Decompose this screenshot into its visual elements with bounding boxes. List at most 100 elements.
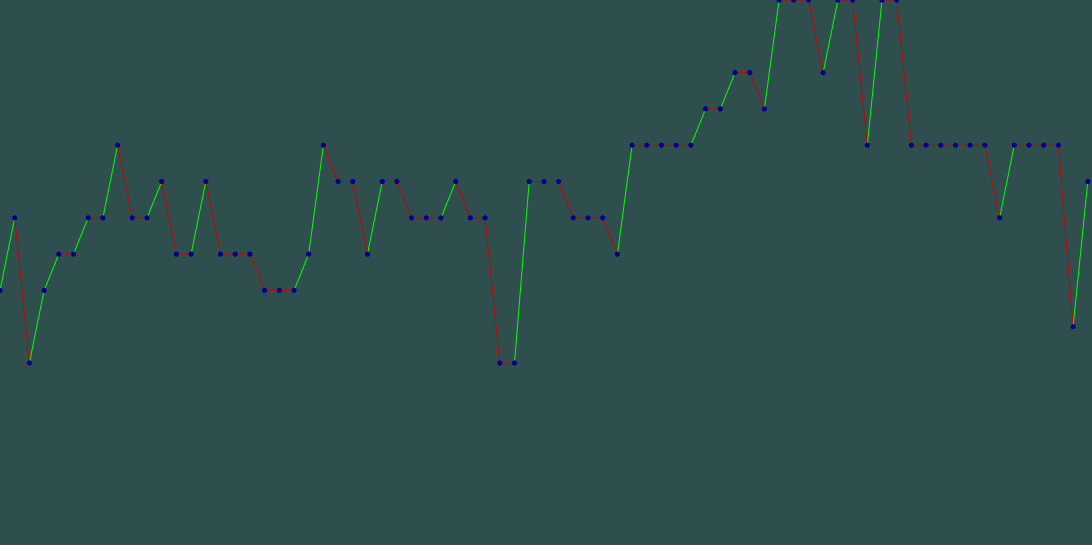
data-point [732,70,738,76]
segments-layer [0,0,1089,364]
line-segment [1072,181,1089,327]
data-point [997,215,1003,221]
data-point [144,215,150,221]
line-segment [161,181,177,255]
data-point [188,251,194,257]
line-segment [719,72,736,110]
data-point [923,142,929,148]
data-point [688,142,694,148]
data-point [644,142,650,148]
line-segment [616,145,633,255]
data-point [747,70,753,76]
data-point [1041,142,1047,148]
data-point [438,215,444,221]
line-segment [822,0,839,73]
data-point [217,251,224,257]
line-segment [896,0,912,146]
line-segment [690,108,707,146]
data-point [306,251,312,257]
data-point [894,0,900,3]
line-segment [558,181,574,218]
line-segment [322,145,339,182]
data-point [350,178,356,185]
data-point [1055,142,1061,148]
data-point [320,142,326,148]
data-point [364,251,371,257]
line-segment [852,0,868,146]
data-point [717,106,723,112]
data-point [967,142,973,148]
line-segment [984,145,1001,218]
line-segment [308,145,324,255]
line-segment [293,253,310,291]
line-segment [146,181,163,218]
line-segment [367,181,383,255]
line-segment [43,253,60,291]
line-segment [249,253,266,291]
line-segment [749,72,765,110]
points-layer [0,0,1091,366]
data-point [262,287,268,293]
data-point [600,215,606,221]
data-point [908,142,915,148]
data-point [1070,324,1076,330]
data-point [556,178,562,185]
data-point [129,215,135,221]
data-point [26,360,32,366]
data-point [12,215,18,221]
line-segment [102,145,119,218]
line-segment [0,217,16,291]
data-point [41,287,47,293]
data-point [526,178,532,185]
data-point [1085,178,1091,185]
data-point [56,251,62,257]
data-point [232,251,238,257]
data-point [482,215,488,221]
data-point [0,287,3,293]
data-point [291,287,297,293]
line-segment [1057,145,1074,327]
data-point [497,360,503,366]
data-point [658,142,665,148]
data-point [614,251,621,257]
line-segment [117,145,133,218]
line-segment [866,0,883,146]
data-point [629,142,635,148]
data-point [820,70,826,76]
line-segment [808,0,824,73]
data-point [982,142,988,148]
data-point [776,0,782,3]
line-segment [352,181,368,255]
data-point [952,142,959,148]
line-segment [190,181,207,255]
data-point [173,251,179,257]
line-segment [73,217,89,255]
data-point [85,215,91,221]
data-point [203,178,209,185]
data-point [423,215,429,221]
line-segment [205,181,221,255]
data-point [511,360,518,366]
data-point [409,215,415,221]
data-point [791,0,797,3]
data-point [585,215,591,221]
data-point [379,178,385,185]
line-segment [602,217,618,255]
line-segment [440,181,457,218]
data-point [247,251,253,257]
data-point [703,106,709,112]
data-point [879,0,885,3]
data-point [673,142,679,148]
data-point [1011,142,1017,148]
data-point [115,142,121,148]
data-point [159,178,165,185]
data-point [100,215,106,221]
line-segment [28,290,45,364]
line-segment [999,145,1015,218]
data-point [335,178,341,185]
data-point [850,0,856,3]
data-point [835,0,841,3]
data-point [761,106,768,112]
